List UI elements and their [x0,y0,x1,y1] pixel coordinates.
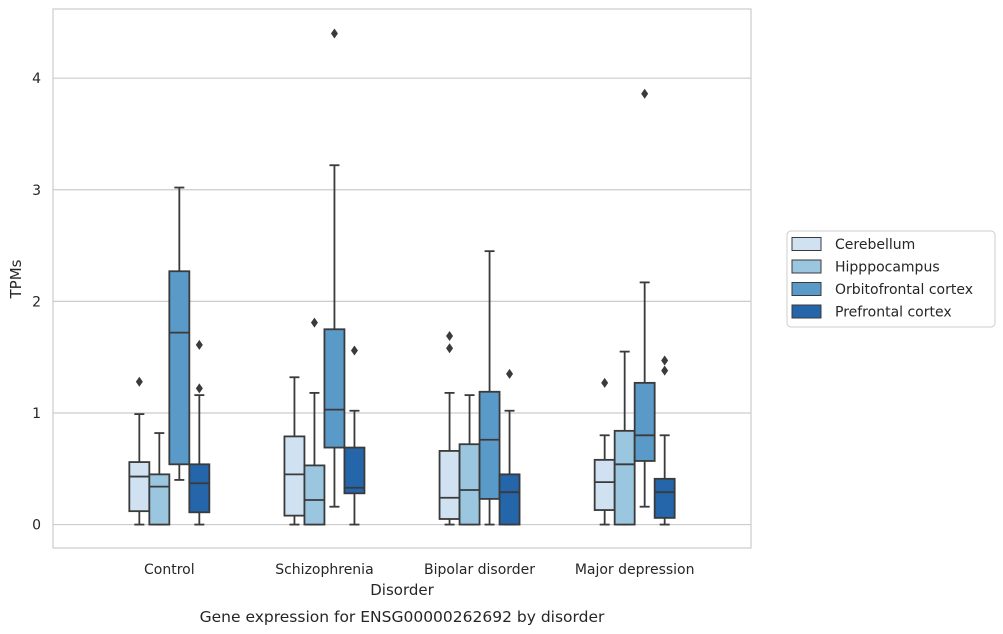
box-groups [128,28,676,526]
box-1-2 [458,394,481,526]
outlier-0 [310,317,318,328]
box-2-0 [168,186,191,481]
y-tick-label-0: 0 [32,518,41,534]
y-axis-label: TPMs [7,259,25,299]
iqr-box [168,270,191,466]
y-tick-label-4: 4 [32,71,41,87]
plot-area-frame [52,8,752,549]
x-tick-label-1: Schizophrenia [275,562,373,578]
y-tick-label-1: 1 [32,406,41,422]
iqr-box [458,443,481,526]
iqr-box [188,463,211,514]
box-2-3 [633,88,656,508]
x-tick-label-3: Major depression [575,562,695,578]
legend-swatch-2 [791,282,822,296]
iqr-box [498,473,521,526]
legend-label-0: Cerebellum [835,237,915,253]
iqr-box [343,446,366,495]
x-tick-label-2: Bipolar disorder [424,562,535,578]
legend-label-3: Prefrontal cortex [835,305,952,321]
x-axis-label: Disorder [370,581,434,599]
legend-swatch-3 [791,304,822,319]
y-axis-ticks: 0 1 2 3 4 [32,71,41,533]
box-0-2 [438,330,461,526]
box-2-1 [323,28,346,508]
box-0-0 [128,376,151,526]
legend-swatch-1 [791,259,822,274]
legend-frame [786,230,996,328]
iqr-box [613,429,636,526]
outlier-0 [195,383,203,394]
iqr-box [128,461,151,513]
iqr-box [653,477,676,519]
legend-swatch-0 [791,237,822,251]
outlier-0 [446,343,454,354]
box-3-1 [343,345,366,526]
chart-caption: Gene expression for ENSG00000262692 by d… [200,608,605,626]
iqr-box [303,464,326,526]
box-1-1 [303,317,326,526]
outlier-0 [661,365,669,376]
box-3-0 [188,339,211,526]
legend: Cerebellum Hipppocampus Orbitofrontal cort… [786,230,996,328]
legend-label-2: Orbitofrontal cortex [835,282,973,298]
box-3-2 [498,368,521,526]
outlier-1 [195,339,203,350]
box-2-2 [478,250,501,526]
outlier-0 [641,88,649,99]
iqr-box [478,390,501,500]
iqr-box [593,458,616,511]
iqr-box [283,435,306,517]
iqr-box [148,473,171,526]
iqr-box [323,328,346,449]
iqr-box [633,381,656,462]
box-1-3 [613,350,636,526]
outlier-0 [601,377,609,388]
x-axis-ticks: Control Schizophrenia Bipolar disorder Majo… [144,562,694,578]
outlier-0 [350,345,358,356]
iqr-box [438,450,461,520]
box-0-3 [593,377,616,526]
box-1-0 [148,432,171,526]
outlier-1 [661,355,669,366]
outlier-0 [330,28,338,39]
y-tick-label-2: 2 [32,294,41,310]
box-0-1 [283,376,306,526]
legend-label-1: Hipppocampus [835,260,940,276]
box-3-3 [653,355,676,526]
outlier-1 [446,330,454,341]
outlier-0 [135,376,143,387]
y-tick-label-3: 3 [32,183,41,199]
outlier-0 [506,368,514,379]
x-tick-label-0: Control [144,562,195,578]
